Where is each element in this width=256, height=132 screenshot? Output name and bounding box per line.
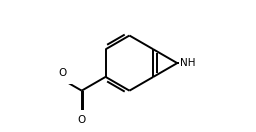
Text: NH: NH	[180, 58, 196, 68]
Text: O: O	[58, 69, 67, 79]
Text: O: O	[78, 115, 86, 125]
